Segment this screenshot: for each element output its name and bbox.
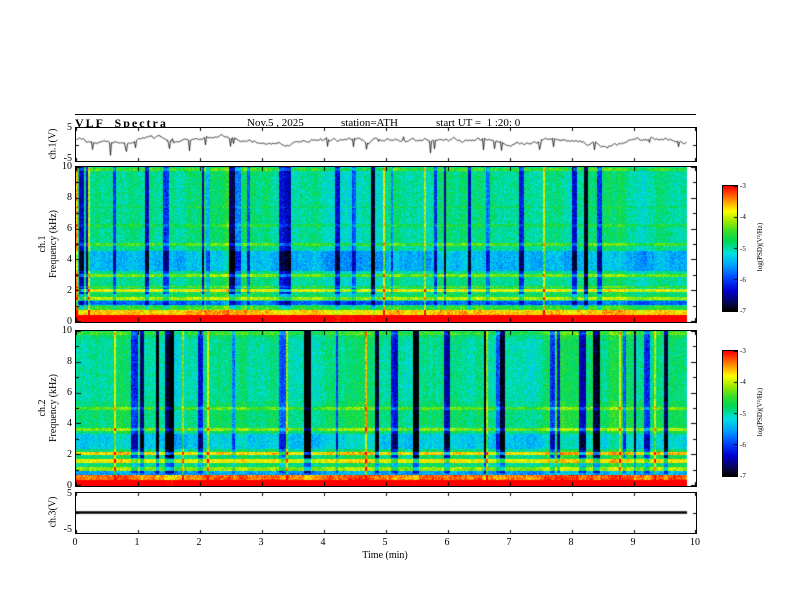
- colorbar-tick: -3: [740, 182, 746, 190]
- colorbar-tick: -5: [740, 245, 746, 253]
- x-tick-label: 10: [690, 537, 700, 548]
- colorbar-2-canvas: [723, 351, 737, 476]
- colorbar-tick: -4: [740, 213, 746, 221]
- colorbar-tick: -7: [740, 472, 746, 480]
- ch3-ytick-top: 5: [67, 488, 72, 499]
- spec1-ytick: 4: [67, 254, 72, 265]
- ch3-waveform-canvas: [76, 493, 696, 533]
- x-tick-label: 9: [630, 537, 636, 548]
- ch3-waveform-ylabel: ch.3(V): [47, 496, 59, 528]
- x-tick-label: 0: [72, 537, 78, 548]
- spec1-ytick: 2: [67, 285, 72, 296]
- ch3-waveform-panel: [75, 492, 697, 534]
- x-tick-label: 3: [258, 537, 264, 548]
- colorbar-tick: -5: [740, 410, 746, 418]
- spec2-ytick: 10: [62, 325, 72, 336]
- ch1-ytick-top: 5: [67, 122, 72, 133]
- colorbar-2-label: log(PSD)(V²/Hz): [756, 387, 764, 437]
- colorbar-1-label: log(PSD)(V²/Hz): [756, 222, 764, 272]
- spec1-ytick: 0: [67, 316, 72, 327]
- figure-title: VLF Spectra: [75, 116, 168, 130]
- start-ut-label: start UT = 1 :20: 0: [436, 117, 521, 129]
- x-tick-label: 8: [568, 537, 574, 548]
- ch1-spectrogram-ylabel: ch.1 Frequency (kHz): [37, 209, 59, 279]
- ch2-spectrogram-ylabel: ch.2 Frequency (kHz): [37, 373, 59, 443]
- colorbar-2: [722, 350, 738, 477]
- colorbar-tick: -4: [740, 378, 746, 386]
- x-tick-label: 1: [134, 537, 140, 548]
- x-axis-title: Time (min): [362, 550, 408, 561]
- spec1-ytick: 6: [67, 223, 72, 234]
- x-tick-label: 4: [320, 537, 326, 548]
- spec1-ytick: 8: [67, 192, 72, 203]
- station-label: station=ATH: [341, 117, 398, 129]
- top-rule: [75, 114, 696, 115]
- spec2-ytick: 6: [67, 387, 72, 398]
- ch2-spectrogram-canvas: [76, 331, 696, 486]
- colorbar-tick: -6: [740, 441, 746, 449]
- x-tick-label: 7: [506, 537, 512, 548]
- spec2-ytick: 2: [67, 449, 72, 460]
- ch1-spectrogram-panel: [75, 166, 697, 323]
- ch1-spectrogram-canvas: [76, 167, 696, 322]
- x-tick-label: 6: [444, 537, 450, 548]
- colorbar-1: [722, 185, 738, 312]
- ch3-ytick-bottom: -5: [63, 524, 72, 535]
- date-label: Nov.5 , 2025: [247, 117, 304, 129]
- ch2-spectrogram-panel: [75, 330, 697, 487]
- spec2-ytick: 8: [67, 356, 72, 367]
- x-tick-label: 5: [382, 537, 388, 548]
- x-tick-label: 2: [196, 537, 202, 548]
- spec1-ytick: 10: [62, 161, 72, 172]
- ch1-ytick-bottom: -5: [63, 153, 72, 164]
- ch1-waveform-canvas: [76, 128, 696, 161]
- colorbar-tick: -7: [740, 307, 746, 315]
- colorbar-1-canvas: [723, 186, 737, 311]
- ch1-waveform-panel: [75, 127, 697, 162]
- colorbar-tick: -3: [740, 347, 746, 355]
- colorbar-tick: -6: [740, 276, 746, 284]
- spec2-ytick: 4: [67, 418, 72, 429]
- spec2-ytick: 0: [67, 480, 72, 491]
